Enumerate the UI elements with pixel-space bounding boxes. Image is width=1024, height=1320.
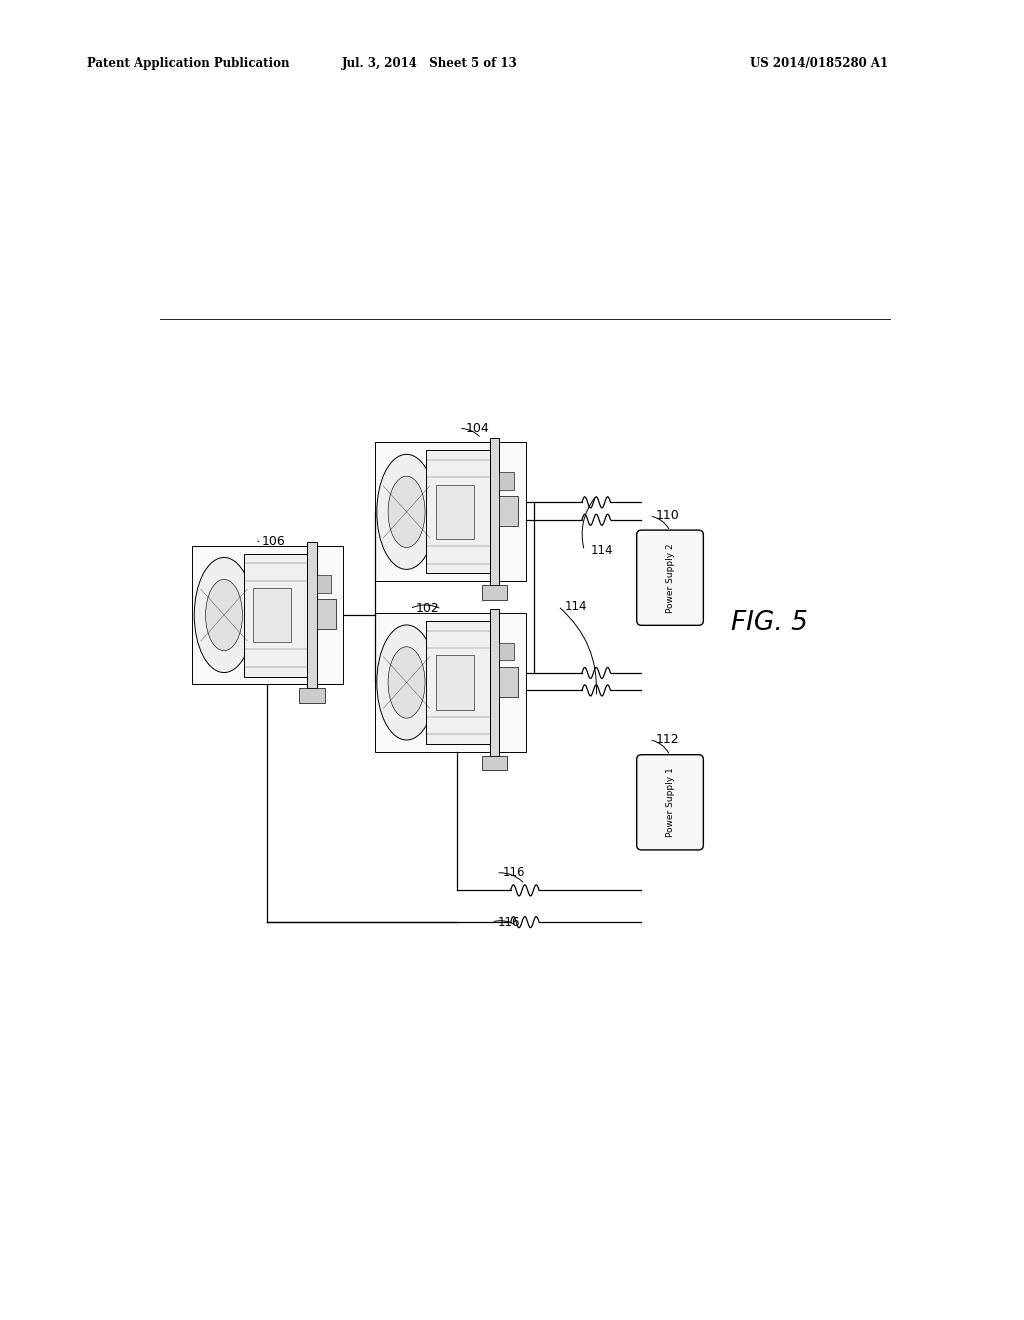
FancyBboxPatch shape bbox=[482, 585, 507, 599]
FancyBboxPatch shape bbox=[299, 689, 325, 702]
Text: 114: 114 bbox=[564, 599, 587, 612]
Ellipse shape bbox=[377, 454, 436, 569]
Text: Patent Application Publication: Patent Application Publication bbox=[87, 57, 290, 70]
FancyBboxPatch shape bbox=[489, 438, 500, 585]
FancyBboxPatch shape bbox=[500, 643, 514, 660]
FancyBboxPatch shape bbox=[193, 545, 343, 685]
FancyBboxPatch shape bbox=[426, 620, 489, 744]
Ellipse shape bbox=[195, 557, 254, 673]
FancyBboxPatch shape bbox=[426, 450, 489, 573]
FancyBboxPatch shape bbox=[637, 531, 703, 626]
FancyBboxPatch shape bbox=[500, 473, 514, 490]
FancyBboxPatch shape bbox=[500, 667, 518, 697]
Text: 102: 102 bbox=[416, 602, 440, 615]
Ellipse shape bbox=[377, 624, 436, 741]
FancyBboxPatch shape bbox=[253, 587, 292, 642]
Text: FIG. 5: FIG. 5 bbox=[731, 610, 808, 636]
FancyBboxPatch shape bbox=[436, 656, 474, 710]
Text: 106: 106 bbox=[261, 535, 285, 548]
FancyBboxPatch shape bbox=[375, 612, 525, 752]
Ellipse shape bbox=[388, 477, 425, 548]
FancyBboxPatch shape bbox=[307, 541, 316, 689]
FancyBboxPatch shape bbox=[637, 755, 703, 850]
FancyBboxPatch shape bbox=[436, 484, 474, 539]
Text: 110: 110 bbox=[655, 510, 680, 523]
Text: 112: 112 bbox=[655, 733, 679, 746]
Text: 114: 114 bbox=[591, 544, 613, 557]
FancyBboxPatch shape bbox=[244, 553, 307, 677]
Ellipse shape bbox=[206, 579, 243, 651]
Text: 104: 104 bbox=[465, 422, 489, 436]
FancyBboxPatch shape bbox=[316, 576, 331, 593]
Text: Power Supply 1: Power Supply 1 bbox=[666, 767, 675, 837]
Text: 116: 116 bbox=[503, 866, 525, 879]
Text: US 2014/0185280 A1: US 2014/0185280 A1 bbox=[751, 57, 888, 70]
Text: Power Supply 2: Power Supply 2 bbox=[666, 543, 675, 612]
FancyBboxPatch shape bbox=[316, 599, 336, 630]
Text: Jul. 3, 2014   Sheet 5 of 13: Jul. 3, 2014 Sheet 5 of 13 bbox=[342, 57, 518, 70]
FancyBboxPatch shape bbox=[489, 609, 500, 756]
FancyBboxPatch shape bbox=[500, 496, 518, 527]
Text: 116: 116 bbox=[498, 916, 520, 929]
FancyBboxPatch shape bbox=[482, 756, 507, 770]
FancyBboxPatch shape bbox=[375, 442, 525, 581]
Ellipse shape bbox=[388, 647, 425, 718]
